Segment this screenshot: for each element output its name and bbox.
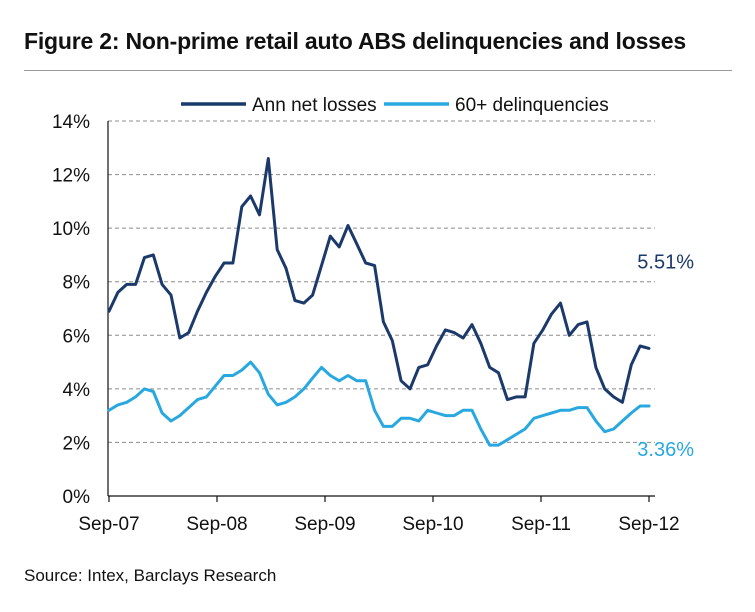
x-tick-label: Sep-07 [78,514,139,535]
legend-label: 60+ delinquencies [455,95,609,116]
source-note: Source: Intex, Barclays Research [24,566,277,585]
y-tick-label: 2% [63,433,91,454]
x-tick-label: Sep-11 [511,514,571,535]
y-tick-label: 4% [63,380,91,401]
x-tick-label: Sep-09 [294,514,355,535]
y-tick-label: 0% [63,487,91,508]
x-axis-tick-labels: Sep-07 Sep-08 Sep-09 Sep-10 Sep-11 Sep-12 [78,514,679,535]
end-value-labels: 5.51% 3.36% [637,251,694,461]
end-value-label: 3.36% [637,439,694,461]
x-tick-label: Sep-12 [618,514,679,535]
y-tick-label: 14% [52,112,90,133]
gridlines [108,120,655,443]
y-tick-label: 6% [63,326,91,347]
end-value-label: 5.51% [637,251,694,273]
series-lines [107,157,651,447]
legend-label: Ann net losses [252,95,377,116]
y-tick-label: 12% [52,166,90,187]
x-tick-label: Sep-10 [402,514,463,535]
series-line-ann-net-losses [107,157,651,404]
y-tick-label: 8% [63,273,91,294]
title-divider [24,70,732,71]
figure-title: Figure 2: Non-prime retail auto ABS deli… [24,28,686,54]
y-tick-label: 10% [52,219,90,240]
x-tick-label: Sep-08 [186,514,247,535]
axes [107,121,655,502]
y-axis-tick-labels: 0% 2% 4% 6% 8% 10% 12% 14% [52,112,90,508]
series-line-sixty-plus-delinquencies [107,360,651,447]
legend: Ann net losses 60+ delinquencies [181,95,609,116]
